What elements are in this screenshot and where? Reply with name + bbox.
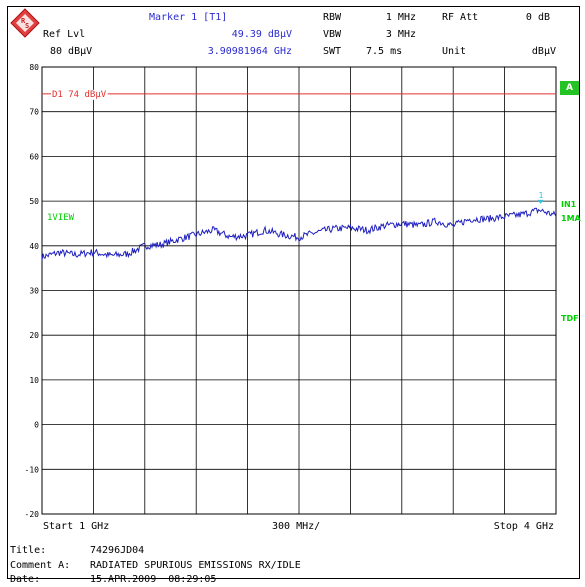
ref-lvl-label: Ref Lvl: [43, 29, 86, 40]
rf-att-value: 0 dB: [525, 12, 550, 23]
vbw-label: VBW: [323, 29, 342, 40]
rohde-schwarz-logo: R S: [10, 8, 40, 38]
start-frequency: Start 1 GHz: [43, 521, 110, 532]
unit-value: dBµV: [531, 46, 556, 57]
marker-number: 1: [539, 191, 544, 200]
marker-symbol: [537, 199, 544, 204]
comment-label: Comment A:: [10, 560, 71, 571]
svg-text:R: R: [21, 17, 26, 25]
ref-lvl-value: 80 dBµV: [50, 46, 93, 57]
y-tick-label: 10: [29, 376, 39, 385]
svg-text:S: S: [25, 22, 29, 30]
date-value: 15.APR.2009 08:29:05: [90, 574, 217, 585]
vbw-value: 3 MHz: [385, 29, 416, 40]
rbw-label: RBW: [323, 12, 342, 23]
y-tick-label: 60: [29, 152, 39, 161]
span-per-div: 300 MHz/: [272, 521, 321, 532]
y-tick-label: 70: [29, 108, 39, 117]
in1-label: IN1: [561, 200, 577, 209]
trace-line: [41, 207, 557, 261]
unit-label: Unit: [442, 46, 467, 57]
date-label: Date:: [10, 574, 41, 585]
marker-level: 49.39 dBµV: [231, 29, 292, 40]
title-label: Title:: [10, 545, 47, 556]
rf-att-label: RF Att: [442, 12, 479, 23]
limit-line-label: D1 74 dBµV: [52, 90, 107, 100]
marker-frequency: 3.90981964 GHz: [207, 46, 292, 57]
y-tick-label: -10: [25, 465, 40, 474]
view-label: 1VIEW: [47, 213, 75, 223]
tdf-label: TDF: [561, 314, 579, 323]
swt-value: 7.5 ms: [366, 46, 403, 57]
rbw-value: 1 MHz: [385, 12, 416, 23]
y-tick-label: -20: [25, 510, 40, 519]
title-value: 74296JD04: [90, 545, 145, 556]
stop-frequency: Stop 4 GHz: [493, 521, 554, 532]
y-tick-label: 30: [29, 287, 39, 296]
limit-line-label-bg: [51, 89, 108, 100]
y-tick-label: 50: [29, 197, 39, 206]
comment-value: RADIATED SPURIOUS EMISSIONS RX/IDLE: [90, 560, 301, 571]
marker-label: Marker 1 [T1]: [149, 12, 228, 23]
plot-frame: [7, 6, 580, 579]
y-tick-label: 0: [34, 421, 39, 430]
ma1-label: 1MA: [561, 214, 581, 223]
trace-a-badge: A: [560, 81, 579, 95]
y-tick-label: 40: [29, 242, 39, 251]
y-tick-label: 80: [29, 63, 39, 72]
swt-label: SWT: [323, 46, 342, 57]
y-tick-label: 20: [29, 331, 39, 340]
